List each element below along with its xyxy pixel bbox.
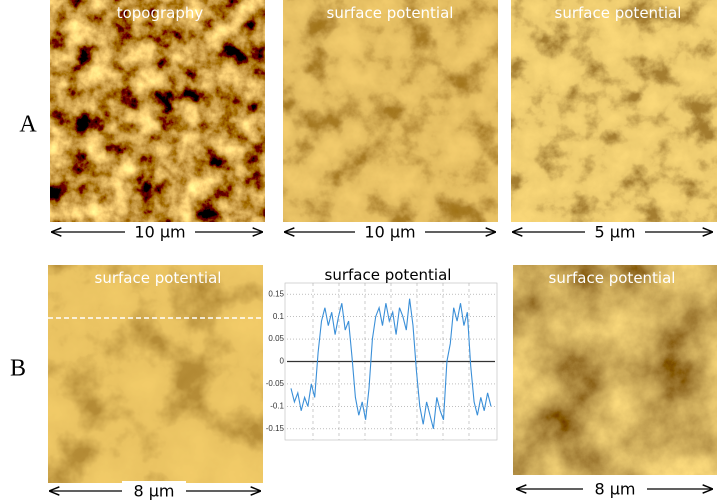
y-tick-label: 0.1 [273,312,285,321]
potential-profile: surface potential 0.15 0.1 0.05 0 -0.05 -0.1 -… [266,266,498,441]
afm-image [283,0,498,222]
panel-title: topography [117,4,204,22]
row-label: B [10,356,26,382]
scale-label: 8 μm [133,482,174,501]
chart-title: surface potential [325,266,452,284]
data-line [290,298,492,429]
panel-title: surface potential [549,269,676,287]
panel-title: surface potential [95,269,222,287]
afm-image [50,0,265,222]
y-tick-label: -0.05 [266,379,285,388]
row-label: A [19,112,37,138]
y-tick-label: -0.1 [270,401,284,410]
scale-label: 10 μm [134,223,185,242]
scale-label: 8 μm [594,480,635,499]
y-tick-label: -0.15 [266,424,285,433]
afm-image [48,265,263,483]
scale-label: 10 μm [364,223,415,242]
y-tick-label: 0 [280,357,285,366]
panel-title: surface potential [555,4,682,22]
y-tick-label: 0.15 [268,289,284,298]
scale-label: 5 μm [594,223,635,242]
y-tick-label: 0.05 [268,334,284,343]
afm-image [511,0,717,222]
panel-title: surface potential [327,4,454,22]
afm-image [513,265,717,475]
